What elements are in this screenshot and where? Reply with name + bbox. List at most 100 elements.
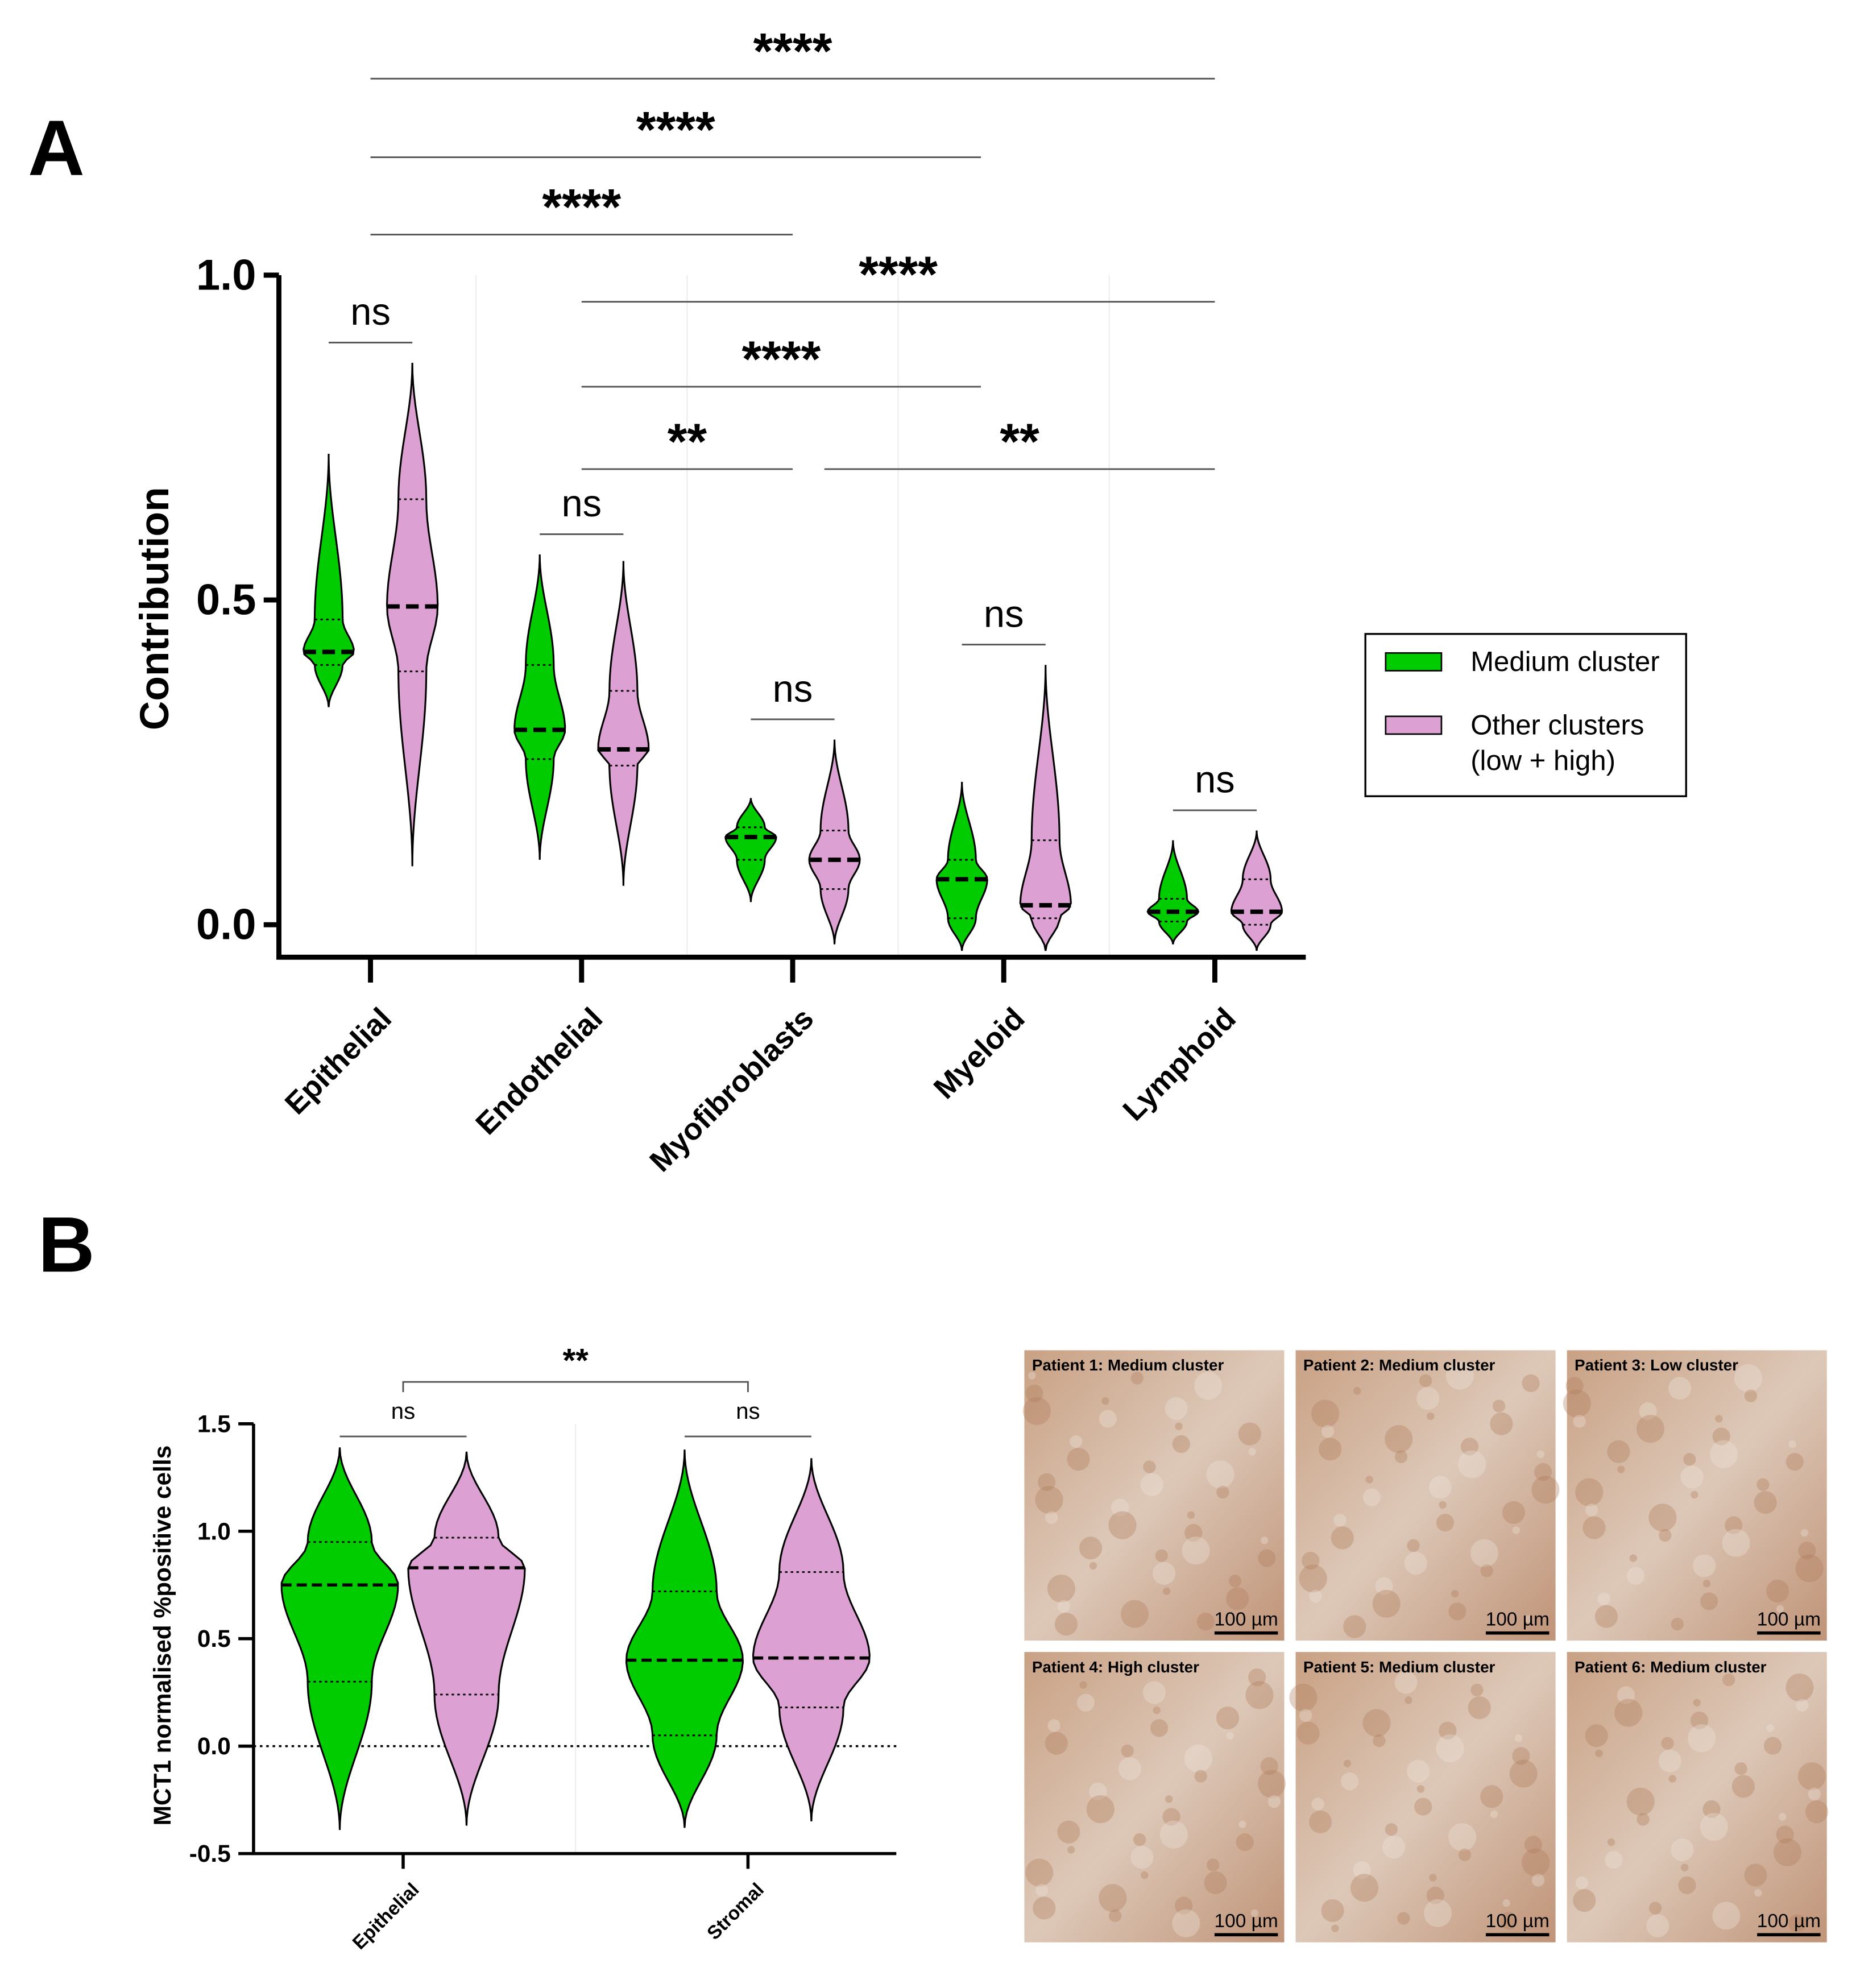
- image-label: Patient 5: Medium cluster: [1303, 1658, 1495, 1676]
- tissue-texture: [1343, 1615, 1366, 1638]
- tissue-texture: [1524, 1615, 1532, 1623]
- tissue-texture: [1445, 1361, 1474, 1390]
- tissue-texture: [1260, 1536, 1269, 1544]
- tissue-texture: [1522, 1848, 1550, 1877]
- tissue-texture: [1260, 1757, 1278, 1775]
- violin: [407, 1451, 526, 1826]
- violin: [280, 1447, 399, 1830]
- tissue-texture: [1693, 1699, 1701, 1707]
- tissue-texture: [1470, 1683, 1484, 1697]
- significance-label: **: [668, 413, 707, 470]
- violin: [935, 781, 988, 951]
- y-tick-label: 1.0: [197, 1518, 231, 1544]
- tissue-texture: [1756, 1478, 1770, 1491]
- tissue-texture: [1099, 1884, 1127, 1912]
- tissue-texture: [1028, 1372, 1036, 1380]
- tissue-texture: [1394, 1450, 1408, 1463]
- tissue-texture: [1597, 1592, 1610, 1605]
- violin: [513, 554, 566, 860]
- tissue-texture: [1238, 1820, 1246, 1829]
- tissue-texture: [1207, 1858, 1220, 1871]
- tissue-texture: [1382, 1836, 1406, 1859]
- tissue-texture: [1238, 1422, 1261, 1446]
- tissue-texture: [1763, 1737, 1782, 1755]
- tissue-texture: [1216, 1706, 1240, 1730]
- tissue-texture: [1671, 1838, 1694, 1861]
- tissue-texture: [1715, 1415, 1723, 1423]
- tissue-texture: [1460, 1438, 1479, 1456]
- tissue-texture: [1248, 1668, 1266, 1687]
- tissue-texture: [1121, 1744, 1134, 1758]
- tissue-texture: [1524, 1836, 1543, 1854]
- tissue-texture: [1076, 1693, 1095, 1712]
- tissue-texture: [1693, 1554, 1716, 1577]
- tissue-texture: [1311, 1399, 1340, 1428]
- tissue-texture: [1424, 1899, 1452, 1927]
- tissue-texture: [1595, 1749, 1603, 1758]
- tissue-texture: [1414, 1798, 1432, 1816]
- tissue-texture: [1035, 1486, 1063, 1514]
- x-tick-label: Myeloid: [927, 1001, 1031, 1105]
- x-tick-label: Epithelial: [279, 1001, 398, 1121]
- tissue-texture: [1350, 1874, 1379, 1902]
- x-tick-label: Epithelial: [349, 1879, 423, 1954]
- tissue-texture: [1033, 1896, 1056, 1920]
- tissue-texture: [1159, 1820, 1188, 1849]
- tissue-texture: [1502, 1899, 1510, 1907]
- tissue-texture: [1184, 1523, 1203, 1542]
- x-tick-label: Stromal: [703, 1879, 768, 1944]
- scale-label: 100 µm: [1215, 1911, 1278, 1932]
- tissue-texture: [1172, 1909, 1200, 1937]
- tissue-texture: [1712, 1902, 1741, 1930]
- tissue-texture: [1365, 1476, 1373, 1484]
- tissue-texture: [1038, 1473, 1056, 1491]
- tissue-texture: [1067, 1448, 1090, 1471]
- tissue-texture: [1165, 1795, 1173, 1803]
- y-tick-label: 1.0: [196, 251, 256, 299]
- tissue-texture: [1512, 1526, 1520, 1534]
- tissue-texture: [1111, 1498, 1129, 1517]
- tissue-texture: [1108, 1909, 1122, 1922]
- tissue-texture: [1766, 1724, 1774, 1732]
- scale-label: 100 µm: [1486, 1609, 1550, 1630]
- tissue-texture: [1788, 1440, 1796, 1448]
- tissue-texture: [1668, 1775, 1676, 1783]
- tissue-texture: [1299, 1564, 1327, 1593]
- legend-swatch: [1385, 652, 1443, 672]
- tissue-texture: [1141, 1871, 1149, 1879]
- tissue-texture: [1534, 1463, 1552, 1481]
- significance-label: ****: [859, 246, 938, 303]
- tissue-texture: [1257, 1770, 1286, 1798]
- tissue-texture: [1022, 1397, 1051, 1426]
- tissue-texture: [1700, 1592, 1718, 1610]
- tissue-texture: [1614, 1699, 1643, 1727]
- legend-label: Other clusters (low + high): [1470, 710, 1644, 776]
- tissue-texture: [1394, 1671, 1418, 1694]
- tissue-texture: [1397, 1912, 1410, 1925]
- tissue-texture: [1416, 1387, 1440, 1410]
- tissue-texture: [1448, 1602, 1466, 1621]
- tissue-texture: [1617, 1686, 1635, 1704]
- significance-label: ****: [636, 101, 715, 158]
- tissue-texture: [1130, 1372, 1144, 1385]
- tissue-texture: [1250, 1909, 1259, 1917]
- tissue-texture: [1683, 1453, 1696, 1466]
- tissue-texture: [1172, 1435, 1190, 1453]
- tissue-texture: [1089, 1782, 1107, 1800]
- significance-label: ****: [542, 179, 621, 235]
- tissue-texture: [1659, 1529, 1672, 1542]
- tissue-texture: [1607, 1838, 1615, 1846]
- chart-panel: -0.5 0.0 0.5 1.0 1.5 MCT1 normalised %positiv…: [149, 1343, 897, 1954]
- tissue-texture: [1426, 1886, 1444, 1904]
- y-tick-label: 0.5: [197, 1625, 231, 1652]
- tissue-texture: [1700, 1813, 1728, 1841]
- tissue-texture: [1045, 1732, 1068, 1755]
- x-tick-label: Lymphoid: [1117, 1001, 1242, 1127]
- tissue-texture: [1373, 1734, 1386, 1747]
- tissue-texture: [1722, 1529, 1750, 1557]
- significance-label: **: [1000, 413, 1039, 470]
- tissue-texture: [1710, 1440, 1738, 1468]
- tissue-texture: [1289, 1683, 1318, 1712]
- tissue-texture: [1130, 1846, 1154, 1869]
- tissue-texture: [1429, 1874, 1437, 1882]
